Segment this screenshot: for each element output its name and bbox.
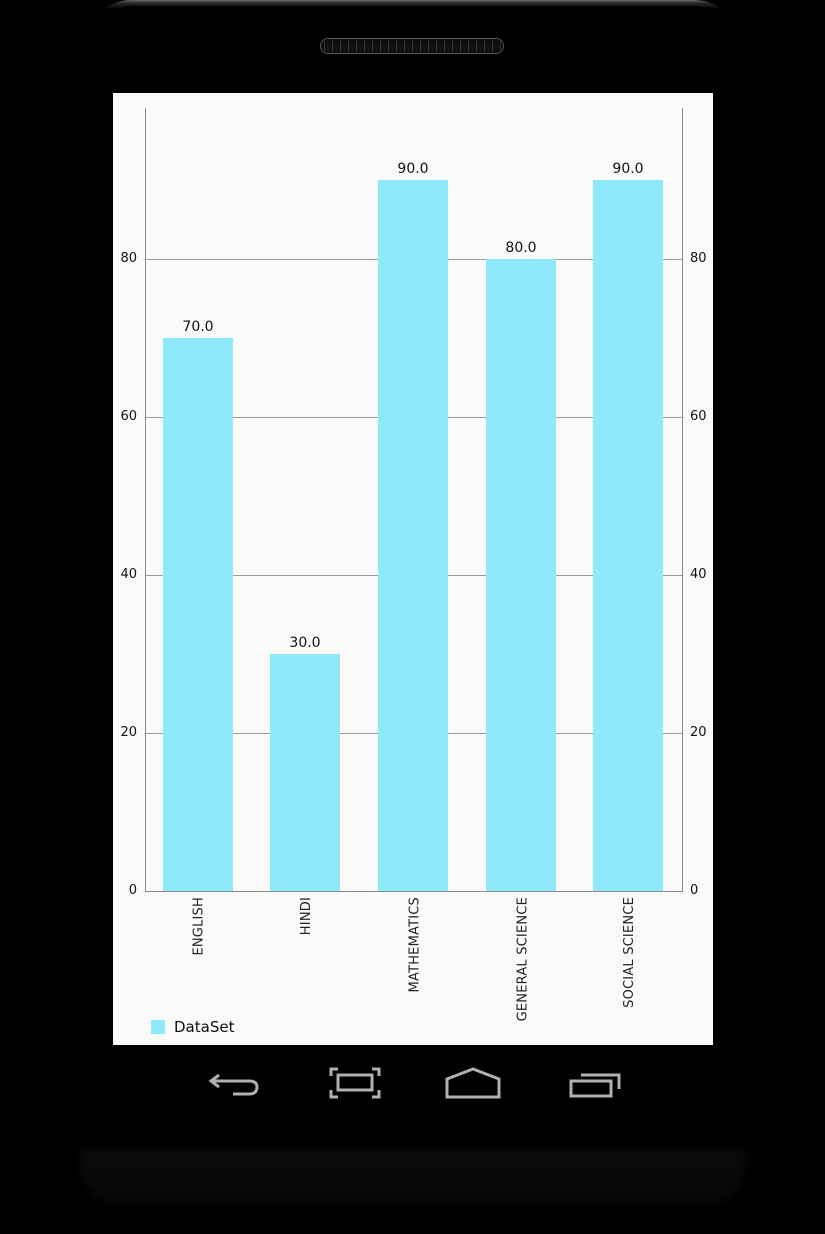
y-tick-label-left: 40	[120, 567, 137, 582]
bar-value-label: 80.0	[505, 240, 537, 256]
back-arrow-icon	[208, 1073, 259, 1096]
y-tick-label-left: 0	[128, 883, 137, 898]
y-tick-label-right: 0	[690, 883, 699, 898]
phone-reflection	[80, 1150, 745, 1205]
home-button[interactable]	[443, 1063, 503, 1103]
x-tick-label: SOCIAL SCIENCE	[622, 897, 637, 1008]
y-tick-label-right: 80	[690, 251, 707, 266]
back-button[interactable]	[205, 1063, 265, 1103]
chart-legend: DataSet	[151, 1018, 234, 1036]
home-icon	[445, 1067, 501, 1099]
y-tick-label-right: 60	[690, 409, 707, 424]
x-tick-label: ENGLISH	[192, 897, 207, 956]
bar-hindi[interactable]	[270, 654, 340, 891]
bar-general-science[interactable]	[486, 259, 556, 891]
bar-mathematics[interactable]	[378, 180, 448, 891]
x-tick-label-wrap: HINDI	[295, 897, 315, 1037]
x-tick-label: HINDI	[299, 897, 314, 936]
bar-social-science[interactable]	[593, 180, 663, 891]
y-tick-label-left: 60	[120, 409, 137, 424]
bar-english[interactable]	[163, 338, 233, 891]
android-nav-bar	[113, 1045, 713, 1125]
bar-value-label: 90.0	[397, 161, 429, 177]
x-axis	[145, 891, 683, 892]
y-tick-label-left: 80	[120, 251, 137, 266]
y-axis-right	[682, 108, 683, 892]
legend-label: DataSet	[174, 1018, 235, 1036]
y-tick-label-left: 20	[120, 725, 137, 740]
x-tick-label: MATHEMATICS	[407, 897, 422, 993]
y-tick-label-right: 20	[690, 725, 707, 740]
speaker-grille	[320, 38, 504, 54]
fullscreen-brackets-icon	[329, 1067, 381, 1099]
legend-swatch	[151, 1020, 165, 1034]
bar-value-label: 30.0	[289, 635, 321, 651]
device-screen: 0 0 20 20 40 40 60 60 80 80 70.0 ENGLISH 30.0 HINDI 90…	[113, 93, 713, 1045]
y-tick-label-right: 40	[690, 567, 707, 582]
x-tick-label-wrap: MATHEMATICS	[403, 897, 423, 1037]
screenshot-button[interactable]	[325, 1063, 385, 1103]
bar-chart[interactable]: 0 0 20 20 40 40 60 60 80 80 70.0 ENGLISH 30.0 HINDI 90…	[113, 93, 713, 1045]
bar-value-label: 70.0	[182, 319, 214, 335]
x-tick-label-wrap: GENERAL SCIENCE	[511, 897, 531, 1037]
y-axis-left	[145, 108, 146, 892]
recents-button[interactable]	[567, 1063, 627, 1103]
x-tick-label-wrap: SOCIAL SCIENCE	[618, 897, 638, 1037]
bar-value-label: 90.0	[612, 161, 644, 177]
recent-apps-icon	[569, 1073, 621, 1098]
x-tick-label: GENERAL SCIENCE	[515, 897, 530, 1022]
x-tick-label-wrap: ENGLISH	[188, 897, 208, 1037]
